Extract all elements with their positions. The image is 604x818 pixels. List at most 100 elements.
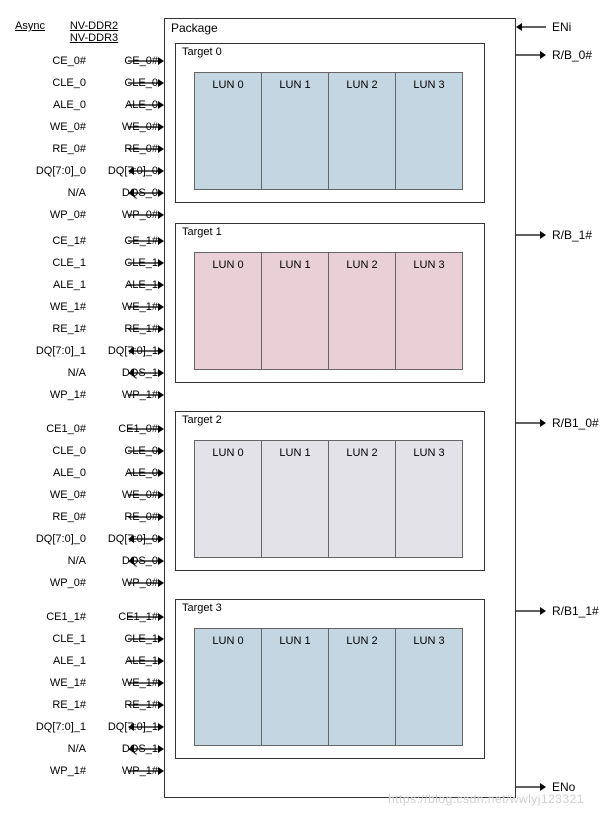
target-box: Target 3LUN 0LUN 1LUN 2LUN 3	[175, 599, 485, 759]
signal-async: RE_0#	[30, 506, 90, 528]
arrow-right-icon	[516, 418, 546, 428]
output-signals: ENiR/B_0#R/B_1#R/B1_0#R/B1_1#ENo	[516, 0, 604, 818]
arrow-right-icon	[516, 782, 546, 792]
watermark: https://blog.csdn.net/wwlyj123321	[388, 792, 584, 806]
signal-async: WE_0#	[30, 116, 90, 138]
arrow-right-icon	[128, 318, 164, 340]
lun-cell: LUN 2	[328, 72, 396, 190]
arrow-bidirectional-icon	[128, 340, 164, 362]
arrow-right-icon	[128, 462, 164, 484]
arrow-right-icon	[128, 252, 164, 274]
arrow-right-icon	[128, 204, 164, 226]
arrow-right-icon	[128, 418, 164, 440]
signal-async: ALE_0	[30, 94, 90, 116]
signal-async: CE_1#	[30, 230, 90, 252]
signal-async: RE_1#	[30, 694, 90, 716]
signal-async: N/A	[30, 738, 90, 760]
lun-cell: LUN 0	[194, 628, 262, 746]
package-box: Package Target 0LUN 0LUN 1LUN 2LUN 3Targ…	[164, 18, 516, 798]
output-row: R/B_0#	[516, 48, 592, 62]
signal-async: ALE_0	[30, 462, 90, 484]
output-label: R/B_0#	[552, 48, 592, 62]
ddr-column: NV-DDR2 NV-DDR3 CE_0#CLE_0ALE_0WE_0#RE_0…	[60, 20, 128, 52]
lun-cell: LUN 2	[328, 628, 396, 746]
signal-async: WP_0#	[30, 204, 90, 226]
arrow-right-icon	[128, 116, 164, 138]
arrow-left-icon	[516, 22, 546, 32]
target-label: Target 2	[182, 414, 222, 426]
signal-async: CLE_1	[30, 252, 90, 274]
signal-async: ALE_1	[30, 274, 90, 296]
lun-cell: LUN 0	[194, 440, 262, 558]
signal-async: CE1_0#	[30, 418, 90, 440]
signal-async: ALE_1	[30, 650, 90, 672]
lun-row: LUN 0LUN 1LUN 2LUN 3	[194, 72, 463, 190]
signal-async: WE_1#	[30, 296, 90, 318]
arrow-right-icon	[128, 672, 164, 694]
lun-cell: LUN 0	[194, 72, 262, 190]
arrow-right-icon	[128, 138, 164, 160]
lun-cell: LUN 1	[261, 72, 329, 190]
arrow-bidirectional-icon	[128, 528, 164, 550]
arrow-bidirectional-icon	[128, 160, 164, 182]
output-row: R/B_1#	[516, 228, 592, 242]
signal-async: WP_1#	[30, 760, 90, 782]
arrow-right-icon	[516, 230, 546, 240]
target-label: Target 3	[182, 602, 222, 614]
lun-cell: LUN 3	[395, 72, 463, 190]
lun-row: LUN 0LUN 1LUN 2LUN 3	[194, 440, 463, 558]
signal-async: CE_0#	[30, 50, 90, 72]
arrow-right-icon	[128, 50, 164, 72]
output-label: R/B1_1#	[552, 604, 599, 618]
async-header: Async	[15, 20, 45, 34]
arrow-right-icon	[128, 230, 164, 252]
arrow-right-icon	[128, 572, 164, 594]
lun-cell: LUN 1	[261, 252, 329, 370]
lun-cell: LUN 2	[328, 440, 396, 558]
async-column: Async CE_0#CLE_0ALE_0WE_0#RE_0#DQ[7:0]_0…	[0, 20, 60, 52]
arrow-bidirectional-icon	[128, 362, 164, 384]
arrow-right-icon	[128, 296, 164, 318]
arrow-right-icon	[128, 384, 164, 406]
arrow-bidirectional-icon	[128, 738, 164, 760]
lun-cell: LUN 2	[328, 252, 396, 370]
arrow-bidirectional-icon	[128, 182, 164, 204]
signal-async: CE1_1#	[30, 606, 90, 628]
signal-columns: Async CE_0#CLE_0ALE_0WE_0#RE_0#DQ[7:0]_0…	[0, 20, 128, 52]
arrow-right-icon	[128, 606, 164, 628]
arrow-right-icon	[128, 72, 164, 94]
signal-async: RE_1#	[30, 318, 90, 340]
arrow-right-icon	[516, 606, 546, 616]
arrow-right-icon	[128, 760, 164, 782]
target-label: Target 1	[182, 226, 222, 238]
lun-cell: LUN 1	[261, 628, 329, 746]
output-label: R/B1_0#	[552, 416, 599, 430]
lun-cell: LUN 0	[194, 252, 262, 370]
arrow-right-icon	[128, 628, 164, 650]
target-box: Target 0 LUN 0LUN 1LUN 2LUN 3	[175, 43, 485, 203]
arrow-right-icon	[128, 484, 164, 506]
lun-row: LUN 0LUN 1LUN 2LUN 3	[194, 252, 463, 370]
output-label: R/B_1#	[552, 228, 592, 242]
signal-async: DQ[7:0]_0	[30, 528, 90, 550]
target-box: Target 2 LUN 0LUN 1LUN 2LUN 3	[175, 411, 485, 571]
signal-async: CLE_1	[30, 628, 90, 650]
ddr-header: NV-DDR2 NV-DDR3	[70, 20, 118, 48]
target-box: Target 1 LUN 0LUN 1LUN 2LUN 3	[175, 223, 485, 383]
arrow-right-icon	[128, 440, 164, 462]
signal-async: RE_0#	[30, 138, 90, 160]
output-row: R/B1_1#	[516, 604, 599, 618]
signal-async: N/A	[30, 550, 90, 572]
signal-async: WE_1#	[30, 672, 90, 694]
lun-cell: LUN 3	[395, 252, 463, 370]
signal-async: N/A	[30, 362, 90, 384]
arrow-right-icon	[128, 94, 164, 116]
package-label: Package	[171, 21, 218, 35]
signal-async: WP_0#	[30, 572, 90, 594]
target-label: Target 0	[182, 46, 222, 58]
lun-cell: LUN 1	[261, 440, 329, 558]
signal-async: WP_1#	[30, 384, 90, 406]
signal-async: DQ[7:0]_1	[30, 716, 90, 738]
arrow-right-icon	[128, 650, 164, 672]
arrow-right-icon	[128, 274, 164, 296]
